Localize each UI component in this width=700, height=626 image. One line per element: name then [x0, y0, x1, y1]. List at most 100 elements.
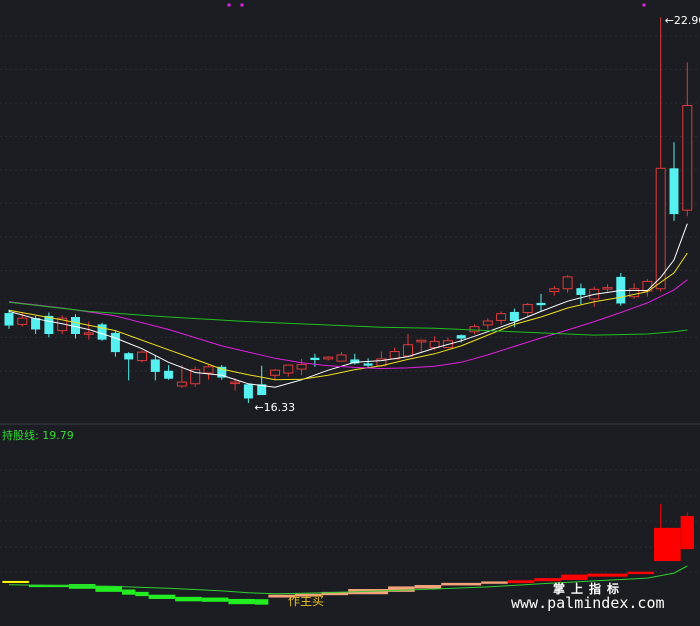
ma-line-ma5 [8, 223, 688, 388]
candle [97, 322, 107, 341]
candle [522, 302, 533, 316]
candle-body-down [164, 370, 174, 379]
candle-body-up [522, 304, 533, 314]
candle-body-down [363, 363, 373, 366]
candle [83, 321, 94, 340]
candle-body-up [562, 276, 573, 290]
candle-body-up [602, 287, 613, 290]
candle-body-down [509, 311, 519, 321]
candle-body-down [243, 384, 253, 399]
hold-block-down [28, 584, 69, 588]
candle [669, 142, 679, 221]
hold-block-mid [321, 591, 349, 596]
high-price-label: ←22.90 [665, 14, 700, 27]
hold-block-mid [388, 586, 415, 592]
candle-body-down [350, 359, 360, 364]
candle-body-down [217, 366, 227, 378]
candle [257, 365, 267, 396]
high-price-value: 22.90 [673, 14, 700, 28]
hold-block-down [201, 597, 229, 602]
candle [389, 347, 400, 360]
candle-body-down [124, 353, 134, 360]
marker-dot [227, 3, 231, 7]
candle-body-up [336, 354, 347, 362]
hold-block-mid [414, 584, 442, 589]
ma-line-ma20 [8, 279, 688, 370]
candlesticks [4, 17, 693, 403]
arrow-left-icon: ← [254, 400, 264, 414]
candle-body-down [310, 357, 320, 361]
hold-block-down [95, 585, 123, 592]
candle-body-up [469, 326, 480, 333]
candle-body-up [176, 381, 187, 387]
candle [230, 378, 241, 391]
candle [442, 337, 453, 349]
candle [576, 283, 586, 305]
candle [44, 312, 54, 338]
hold-block-down [148, 594, 176, 599]
candle-body-down [31, 318, 41, 330]
candle-body-down [4, 313, 14, 326]
arrow-left-icon: ← [664, 14, 674, 28]
hold-line-panel [2, 504, 694, 605]
hold-block-start [2, 580, 29, 583]
grid-lines [0, 35, 700, 573]
marker-dot [240, 3, 244, 7]
candle [4, 309, 14, 329]
ma-line-ma10 [8, 252, 688, 381]
hold-block-mid [441, 582, 482, 586]
hold-block-mid [268, 594, 295, 598]
candle [283, 364, 294, 377]
candle [243, 383, 253, 403]
candle-body-up [655, 167, 666, 290]
candle [124, 352, 134, 381]
marker-dots [227, 3, 646, 7]
candle-body-up [682, 105, 693, 211]
candle [176, 365, 187, 388]
candle [203, 365, 214, 380]
candle [682, 62, 693, 217]
watermark-title: 掌上指标 [553, 582, 626, 596]
candle-body-down [257, 384, 267, 396]
candle-body-up [190, 369, 201, 385]
candle-body-up [17, 317, 28, 325]
candle [110, 330, 120, 357]
candle [416, 339, 427, 353]
candle [629, 283, 640, 299]
candle-body-down [536, 302, 546, 306]
hold-block-up [507, 580, 535, 584]
hold-line [8, 565, 688, 595]
candle-body-down [669, 168, 679, 215]
candle [164, 365, 174, 380]
hold-block-down [122, 589, 136, 595]
candle-body-up [323, 356, 334, 360]
candle-body-up [283, 364, 294, 374]
candle [336, 352, 347, 362]
hold-block-up [627, 571, 655, 575]
candle [137, 350, 147, 363]
candle-body-up [203, 366, 214, 374]
candle [602, 284, 613, 292]
ma-line-ma60 [8, 301, 688, 336]
candle-body-up [230, 381, 241, 385]
hold-block-up [560, 574, 588, 580]
candle [496, 311, 507, 325]
watermark-url: www.palmindex.com [511, 594, 665, 612]
hold-block-down [68, 584, 96, 589]
candle [217, 365, 227, 380]
candle [549, 285, 560, 296]
hold-block-mid [481, 581, 508, 584]
candle-body-down [97, 324, 107, 340]
candle-body-up [496, 313, 507, 321]
candle-body-up [629, 288, 640, 298]
hold-block-down [175, 596, 202, 602]
candle-body-down [456, 335, 466, 339]
candle [469, 324, 480, 334]
candle [363, 358, 373, 368]
candle [270, 369, 280, 381]
hold-block-up [534, 578, 561, 582]
hold-block-down [135, 591, 149, 597]
candle [482, 318, 493, 329]
low-price-label: ←16.33 [254, 401, 295, 414]
